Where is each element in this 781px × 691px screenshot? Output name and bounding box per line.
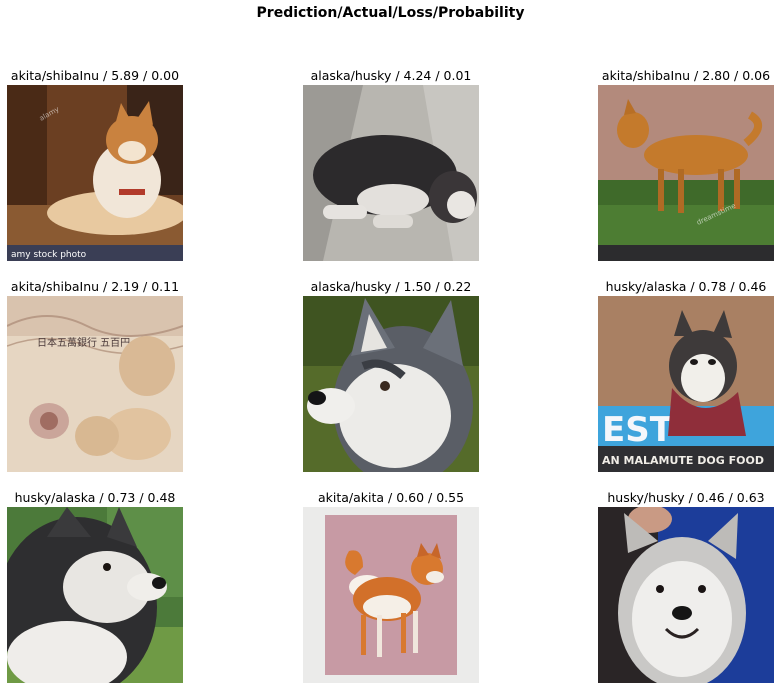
dog-photo xyxy=(303,507,479,683)
panel-title: akita/akita / 0.60 / 0.55 xyxy=(317,490,465,505)
photo-caption: amy stock photo xyxy=(11,250,87,260)
dog-photo: EST AN MALAMUTE DOG FOOD xyxy=(598,296,774,472)
panel-title: akita/shibaInu / 2.19 / 0.11 xyxy=(10,279,180,294)
panel-title: alaska/husky / 4.24 / 0.01 xyxy=(310,68,472,83)
panel-title: akita/shibaInu / 2.80 / 0.06 xyxy=(601,68,771,83)
dog-photo xyxy=(598,507,774,683)
dog-photo xyxy=(7,507,183,683)
dog-photo: dreamstime xyxy=(598,85,774,261)
panel-title: akita/shibaInu / 5.89 / 0.00 xyxy=(10,68,180,83)
sign-text: EST xyxy=(602,410,674,450)
dog-photo: amy stock photo alamy xyxy=(7,85,183,261)
panel-title: husky/alaska / 0.78 / 0.46 xyxy=(605,279,767,294)
dog-photo: 日本五萬銀行 五百円 xyxy=(7,296,183,472)
sign-text: AN MALAMUTE DOG FOOD xyxy=(602,454,764,467)
dog-photo xyxy=(303,296,479,472)
panel-title: husky/husky / 0.46 / 0.63 xyxy=(607,490,765,505)
figure-title: Prediction/Actual/Loss/Probability xyxy=(256,5,525,21)
dog-photo xyxy=(303,85,479,261)
banknote-text: 日本五萬銀行 五百円 xyxy=(37,336,130,349)
panel-title: alaska/husky / 1.50 / 0.22 xyxy=(310,279,472,294)
panel-title: husky/alaska / 0.73 / 0.48 xyxy=(14,490,176,505)
